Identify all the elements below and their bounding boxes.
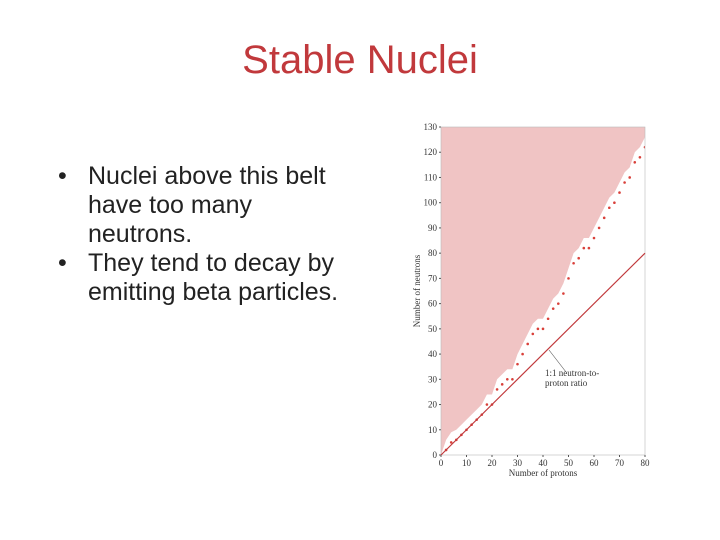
y-tick-label: 60 (428, 299, 438, 309)
x-tick-label: 70 (615, 458, 625, 468)
x-tick-label: 20 (488, 458, 498, 468)
y-tick-label: 50 (428, 324, 438, 334)
stable-nucleus (516, 362, 519, 366)
stable-nucleus (587, 246, 591, 250)
stable-nucleus (562, 292, 565, 295)
stable-nucleus (506, 378, 509, 381)
y-tick-label: 0 (433, 450, 438, 460)
stable-nucleus (536, 327, 540, 331)
y-tick-label: 130 (424, 122, 438, 132)
stable-nucleus (557, 302, 560, 305)
stable-nucleus (582, 246, 586, 250)
y-tick-label: 120 (424, 147, 438, 157)
stable-nucleus (638, 155, 642, 159)
bullet: Nuclei above this belt have too many neu… (58, 162, 343, 249)
x-tick-label: 40 (539, 458, 549, 468)
stable-nucleus (449, 441, 453, 444)
x-tick-label: 0 (439, 458, 444, 468)
y-tick-label: 70 (428, 273, 438, 283)
stable-nucleus (500, 383, 504, 386)
stable-nucleus (567, 277, 570, 280)
x-tick-label: 10 (462, 458, 472, 468)
y-tick-label: 40 (428, 349, 438, 359)
stable-nucleus (531, 332, 535, 336)
y-tick-label: 110 (424, 172, 438, 182)
bullet-list: Nuclei above this belt have too many neu… (58, 162, 343, 307)
annotation: proton ratio (545, 378, 588, 388)
stable-nucleus (613, 201, 616, 204)
stable-nucleus (541, 327, 545, 331)
stable-nucleus (618, 191, 621, 194)
stable-nucleus (526, 342, 529, 346)
stable-nucleus (511, 378, 514, 381)
stable-nucleus (495, 388, 499, 391)
x-tick-label: 80 (641, 458, 651, 468)
x-tick-label: 30 (513, 458, 523, 468)
stable-nucleus (643, 145, 645, 149)
stable-nucleus (546, 317, 550, 321)
stable-nucleus (597, 226, 601, 230)
stable-nucleus (649, 136, 652, 139)
bullet: They tend to decay by emitting beta part… (58, 249, 343, 307)
x-tick-label: 60 (590, 458, 600, 468)
x-axis-label: Number of protons (509, 468, 578, 478)
stable-nucleus (633, 161, 637, 164)
ratio-line (440, 252, 646, 456)
x-tick-label: 50 (564, 458, 574, 468)
y-tick-label: 80 (428, 248, 438, 258)
stable-nucleus (551, 307, 555, 310)
stable-nucleus (521, 352, 524, 356)
plot-area (441, 127, 652, 455)
stable-nucleus (628, 176, 631, 179)
y-tick-label: 10 (428, 425, 438, 435)
y-tick-label: 20 (428, 400, 438, 410)
y-tick-label: 100 (424, 198, 438, 208)
y-tick-label: 30 (428, 374, 438, 384)
slide-title: Stable Nuclei (242, 38, 478, 82)
y-axis-label: Number of neutrons (412, 254, 422, 327)
stable-nucleus (592, 236, 596, 240)
y-tick-label: 90 (428, 223, 438, 233)
stable-nucleus (602, 216, 606, 220)
unstable-region (441, 127, 645, 455)
annotation-leader (548, 349, 567, 373)
annotation: 1:1 neutron-to- (545, 368, 599, 378)
stable-nucleus (485, 403, 489, 406)
stable-nucleus (577, 256, 580, 260)
stable-nucleus (623, 181, 626, 184)
stable-nucleus (572, 261, 575, 265)
stable-nucleus (608, 206, 611, 210)
